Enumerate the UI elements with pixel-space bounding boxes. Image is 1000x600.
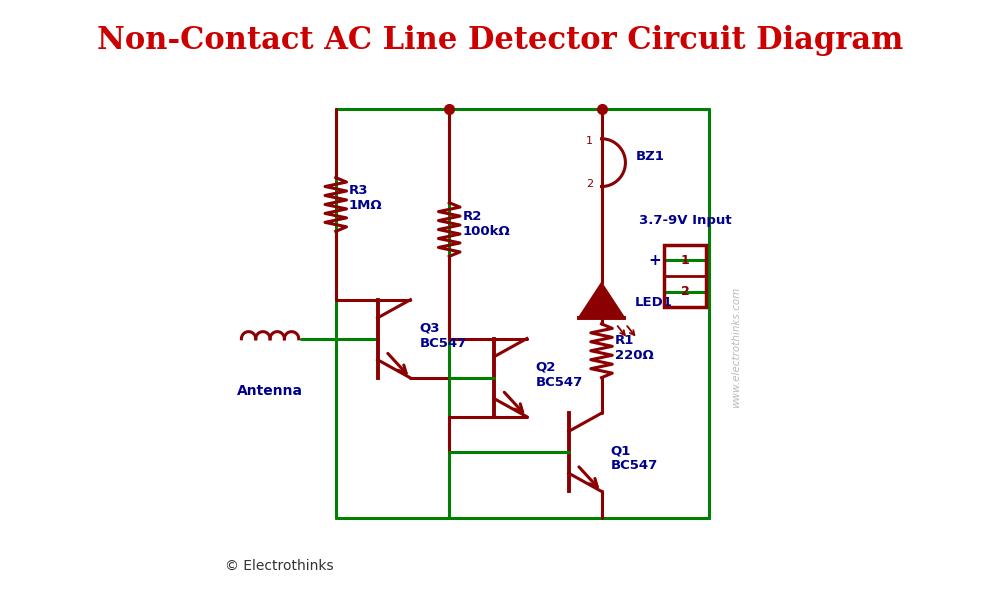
Text: Q2
BC547: Q2 BC547 [536, 361, 583, 389]
Text: +: + [648, 253, 661, 268]
Text: 2: 2 [586, 179, 593, 189]
Text: Antenna: Antenna [237, 383, 303, 398]
Text: R2
100kΩ: R2 100kΩ [462, 209, 510, 238]
Text: Q3
BC547: Q3 BC547 [419, 322, 467, 350]
Text: 1: 1 [586, 136, 593, 146]
Polygon shape [579, 283, 624, 318]
Text: 3.7-9V Input: 3.7-9V Input [639, 214, 731, 227]
Text: www.electrothinks.com: www.electrothinks.com [731, 287, 741, 409]
Text: LED1: LED1 [634, 296, 672, 309]
Text: 2: 2 [681, 285, 690, 298]
Bar [664, 245, 706, 307]
Text: 1: 1 [681, 254, 690, 267]
Text: Q1
BC547: Q1 BC547 [610, 444, 658, 472]
Text: R3
1MΩ: R3 1MΩ [349, 184, 383, 212]
Text: © Electrothinks: © Electrothinks [225, 559, 334, 573]
Text: R1
220Ω: R1 220Ω [615, 334, 653, 362]
Text: BZ1: BZ1 [636, 150, 665, 163]
Text: Non-Contact AC Line Detector Circuit Diagram: Non-Contact AC Line Detector Circuit Dia… [97, 25, 903, 56]
